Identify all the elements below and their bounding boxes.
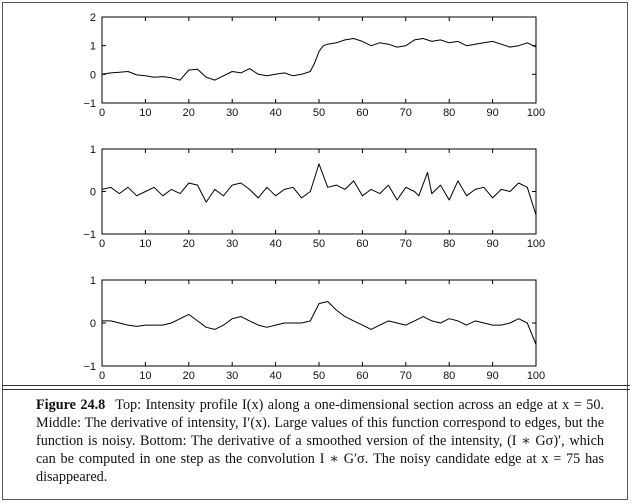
x-tick-label: 80 [443,238,455,250]
x-tick-label: 50 [313,238,325,250]
x-tick-label: 70 [400,238,412,250]
x-tick-label: 70 [400,370,412,382]
y-tick-label: 0 [90,69,96,81]
signal-line [101,38,537,81]
figure-frame [2,2,628,500]
x-tick-label: 100 [527,238,545,250]
x-tick-label: 40 [269,107,281,119]
caption-divider [2,385,630,386]
x-tick-label: 10 [139,238,151,250]
middle-plot-derivative: 0 10 20 30 40 50 60 70 80 90 100−101 [83,144,545,250]
x-tick-label: 50 [313,107,325,119]
x-tick-label: 90 [486,238,498,250]
y-tick-label: 2 [90,12,96,24]
y-tick-label: 1 [90,275,96,287]
x-tick-label: 20 [183,238,195,250]
x-tick-label: 20 [183,107,195,119]
x-tick-label: 40 [269,238,281,250]
x-tick-label: 100 [527,370,545,382]
x-tick-label: 50 [313,370,325,382]
x-tick-label: 70 [400,107,412,119]
caption-text: Top: Intensity profile I(x) along a one-… [36,397,604,485]
y-tick-label: −1 [83,98,96,110]
signal-line [102,301,537,345]
x-tick-label: 0 [99,370,105,382]
x-tick-label: 30 [226,107,238,119]
plot-frame [101,16,537,104]
x-tick-label: 20 [183,370,195,382]
x-tick-label: 30 [226,370,238,382]
x-tick-label: 0 [99,238,105,250]
x-tick-label: 10 [139,107,151,119]
x-tick-label: 40 [269,370,281,382]
y-tick-label: 1 [90,144,96,156]
signal-line [101,163,537,216]
x-tick-label: 10 [139,370,151,382]
x-tick-label: 60 [356,107,368,119]
caption-divider [2,389,630,390]
figure-caption: Figure 24.8 Top: Intensity profile I(x) a… [36,396,604,486]
x-tick-label: 100 [527,107,545,119]
x-tick-label: 80 [443,370,455,382]
y-tick-label: 0 [90,318,96,330]
bottom-plot-smoothed-derivative: 0 10 20 30 40 50 60 70 80 90 100−101 [83,275,545,382]
x-tick-label: 30 [226,238,238,250]
x-tick-label: 80 [443,107,455,119]
x-tick-label: 60 [356,238,368,250]
y-tick-label: −1 [83,229,96,241]
x-tick-label: 60 [356,370,368,382]
y-tick-label: 1 [90,41,96,53]
x-tick-label: 0 [99,107,105,119]
y-tick-label: 0 [90,187,96,199]
y-tick-label: −1 [83,361,96,373]
plot-frame [101,148,537,235]
figure-label: Figure 24.8 [36,397,106,413]
x-tick-label: 90 [486,107,498,119]
x-tick-label: 90 [486,370,498,382]
